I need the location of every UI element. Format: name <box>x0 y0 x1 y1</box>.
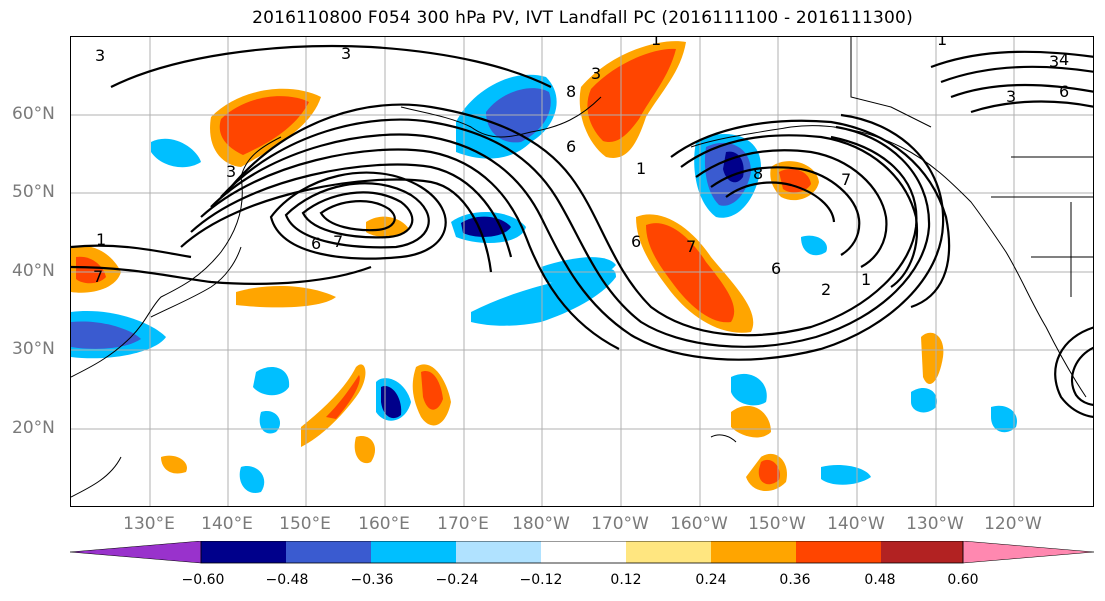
contour-label: 6 <box>566 137 576 156</box>
lon-label-140w: 140°W <box>827 514 885 534</box>
colorbar-tick: 0.12 <box>610 572 642 588</box>
contour-label: 7 <box>93 267 103 286</box>
lon-label-120w: 120°W <box>984 514 1042 534</box>
colorbar-tick: −0.36 <box>350 572 394 588</box>
colorbar-tick: −0.60 <box>181 572 225 588</box>
lon-label-130w: 130°W <box>906 514 964 534</box>
contour-label: 3 <box>341 44 351 63</box>
contour-label: 1 <box>96 230 106 249</box>
map-title: 2016110800 F054 300 hPa PV, IVT Landfall… <box>252 8 913 28</box>
lon-label-170e: 170°E <box>437 514 489 534</box>
contour-label: 1 <box>937 37 947 49</box>
contour-label: 8 <box>753 164 763 183</box>
colorbar-tick: −0.12 <box>519 572 563 588</box>
pv-shading <box>71 41 1017 493</box>
lon-label-140e: 140°E <box>201 514 253 534</box>
lon-label-180w: 180°W <box>512 514 570 534</box>
colorbar-tick: 0.60 <box>947 572 979 588</box>
contour-label: 3 <box>95 46 105 65</box>
contour-label: 7 <box>333 232 343 251</box>
contour-label: 4 <box>1059 50 1069 69</box>
contour-label: 1 <box>636 159 646 178</box>
lat-label-50n: 50°N <box>12 182 55 202</box>
colorbar-tick: 0.24 <box>695 572 727 588</box>
lat-label-40n: 40°N <box>12 261 55 281</box>
contour-label: 1 <box>861 270 871 289</box>
lon-label-130e: 130°E <box>123 514 175 534</box>
ivt-contours <box>71 44 1093 418</box>
contour-label: 3 <box>1006 87 1016 106</box>
map-panel: 3 3 1 8 6 7 6 7 6 2 1 7 8 1 3 4 3 6 1 3 … <box>70 36 1094 507</box>
lon-label-150w: 150°W <box>748 514 806 534</box>
lat-label-30n: 30°N <box>12 339 55 359</box>
graticule <box>71 37 1093 506</box>
contour-label: 6 <box>311 234 321 253</box>
lon-label-160e: 160°E <box>358 514 410 534</box>
contour-label: 7 <box>841 170 851 189</box>
coastlines <box>71 37 1093 498</box>
lat-label-20n: 20°N <box>12 418 55 438</box>
colorbar <box>69 540 1095 569</box>
contour-label: 3 <box>1049 52 1059 71</box>
contour-label: 7 <box>686 237 696 256</box>
contour-label: 1 <box>651 37 661 49</box>
contour-label: 6 <box>771 259 781 278</box>
contour-label: 6 <box>631 232 641 251</box>
contour-label: 3 <box>591 64 601 83</box>
contour-label: 6 <box>1059 82 1069 101</box>
colorbar-tick: 0.36 <box>779 572 811 588</box>
contour-label-group: 3 3 1 8 6 7 6 7 6 2 1 7 8 1 3 4 3 6 1 3 … <box>93 37 1069 299</box>
contour-label: 3 <box>226 162 236 181</box>
lon-label-170w: 170°W <box>591 514 649 534</box>
colorbar-tick: −0.48 <box>265 572 309 588</box>
colorbar-tick: −0.24 <box>435 572 479 588</box>
lon-label-150e: 150°E <box>279 514 331 534</box>
lat-label-60n: 60°N <box>12 104 55 124</box>
colorbar-tick: 0.48 <box>864 572 896 588</box>
lon-label-160w: 160°W <box>670 514 728 534</box>
contour-label: 2 <box>821 280 831 299</box>
contour-label: 8 <box>566 82 576 101</box>
